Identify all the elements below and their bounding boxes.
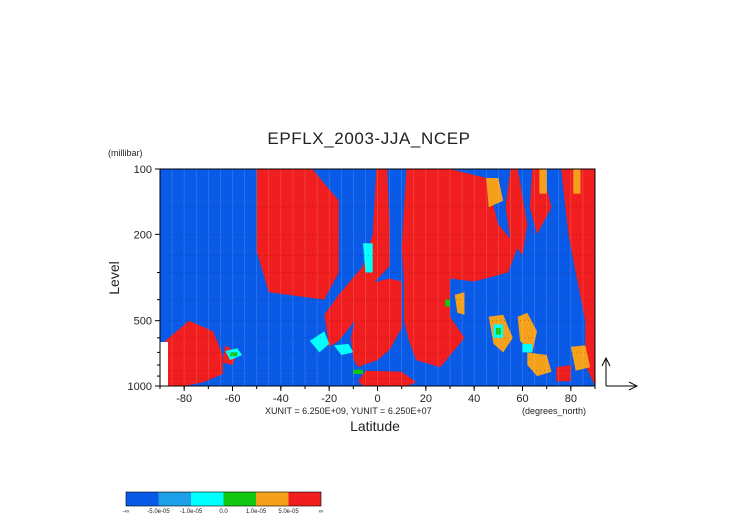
colorbar-label: 1.0e-05 — [246, 509, 267, 515]
contour-region-red-8 — [529, 169, 552, 235]
x-tick-label: -80 — [176, 393, 192, 405]
colorbar-swatch-0 — [126, 492, 159, 506]
x-tick-label: -40 — [273, 393, 289, 405]
horizontal-arrow-head — [628, 381, 639, 391]
colorbar-swatch-5 — [288, 492, 321, 506]
contour-region-green-28 — [445, 299, 450, 307]
vertical-arrow-head — [601, 356, 611, 367]
contour-region-orange-12 — [517, 312, 537, 353]
vector-reference-arrows — [601, 356, 639, 391]
contour-region-red-3 — [350, 278, 402, 368]
contour-region-red-1 — [324, 169, 390, 347]
y-tick-label: 100 — [134, 164, 152, 176]
contour-region-cyan-21 — [363, 243, 373, 273]
colorbar-frame — [125, 491, 322, 507]
y-tick-label: 1000 — [128, 381, 152, 393]
contour-region-red-9 — [561, 169, 595, 386]
contour-region-orange-15 — [454, 292, 465, 315]
contour-region-red-7 — [505, 169, 528, 256]
missing-data-patch — [160, 342, 168, 386]
x-tick-label: -60 — [225, 393, 241, 405]
colorbar-label: -∞ — [123, 509, 129, 515]
colorbar-label: -1.0e-05 — [180, 509, 203, 515]
unit-note: XUNIT = 6.250E+09, YUNIT = 6.250E+07 — [265, 406, 432, 416]
x-tick-label: 60 — [516, 393, 528, 405]
contour-region-red-4 — [358, 370, 417, 386]
contour-region-orange-13 — [527, 352, 552, 377]
x-axis-label: Latitude — [350, 418, 400, 434]
plot-area — [159, 168, 596, 387]
y-tick-label: 200 — [134, 229, 152, 241]
y-units-label: (millibar) — [108, 148, 143, 158]
contour-region-red-5 — [160, 320, 223, 386]
contour-region-cyan-20 — [334, 343, 354, 355]
x-tick-label: -20 — [321, 393, 337, 405]
colorbar-label: 0.0 — [219, 509, 228, 515]
x-tick-label: 20 — [420, 393, 432, 405]
colorbar-swatch-2 — [191, 492, 224, 506]
y-tick-label: 500 — [134, 316, 152, 328]
x-tick-label: 40 — [468, 393, 480, 405]
contour-region-green-27 — [353, 369, 363, 374]
contour-region-orange-17 — [539, 169, 547, 194]
contour-region-cyan-24 — [522, 343, 533, 353]
contour-region-red-10 — [556, 365, 571, 382]
contour-region-red-0 — [256, 169, 339, 300]
y-axis-label: Level — [106, 261, 122, 294]
chart-title: EPFLX_2003-JJA_NCEP — [267, 129, 470, 148]
x-tick-label: 0 — [374, 393, 380, 405]
colorbar-label: 5.0e-05 — [278, 509, 299, 515]
contour-region-cyan-22 — [309, 331, 330, 353]
colorbar-swatch-4 — [256, 492, 289, 506]
contour-region-red-2 — [401, 169, 518, 368]
contour-region-orange-16 — [486, 178, 504, 208]
colorbar-swatch-1 — [158, 492, 191, 506]
contour-region-orange-18 — [573, 169, 581, 194]
colorbar-swatch-3 — [223, 492, 256, 506]
colorbar-label: -5.0e-05 — [147, 509, 170, 515]
contour-region-green-25 — [495, 327, 501, 335]
contour-region-orange-14 — [570, 345, 591, 371]
contour-region-green-26 — [230, 352, 238, 357]
colorbar-label: ∞ — [319, 509, 323, 515]
colorbar — [125, 491, 322, 507]
x-tick-label: 80 — [565, 393, 577, 405]
x-units-label: (degrees_north) — [522, 406, 586, 416]
